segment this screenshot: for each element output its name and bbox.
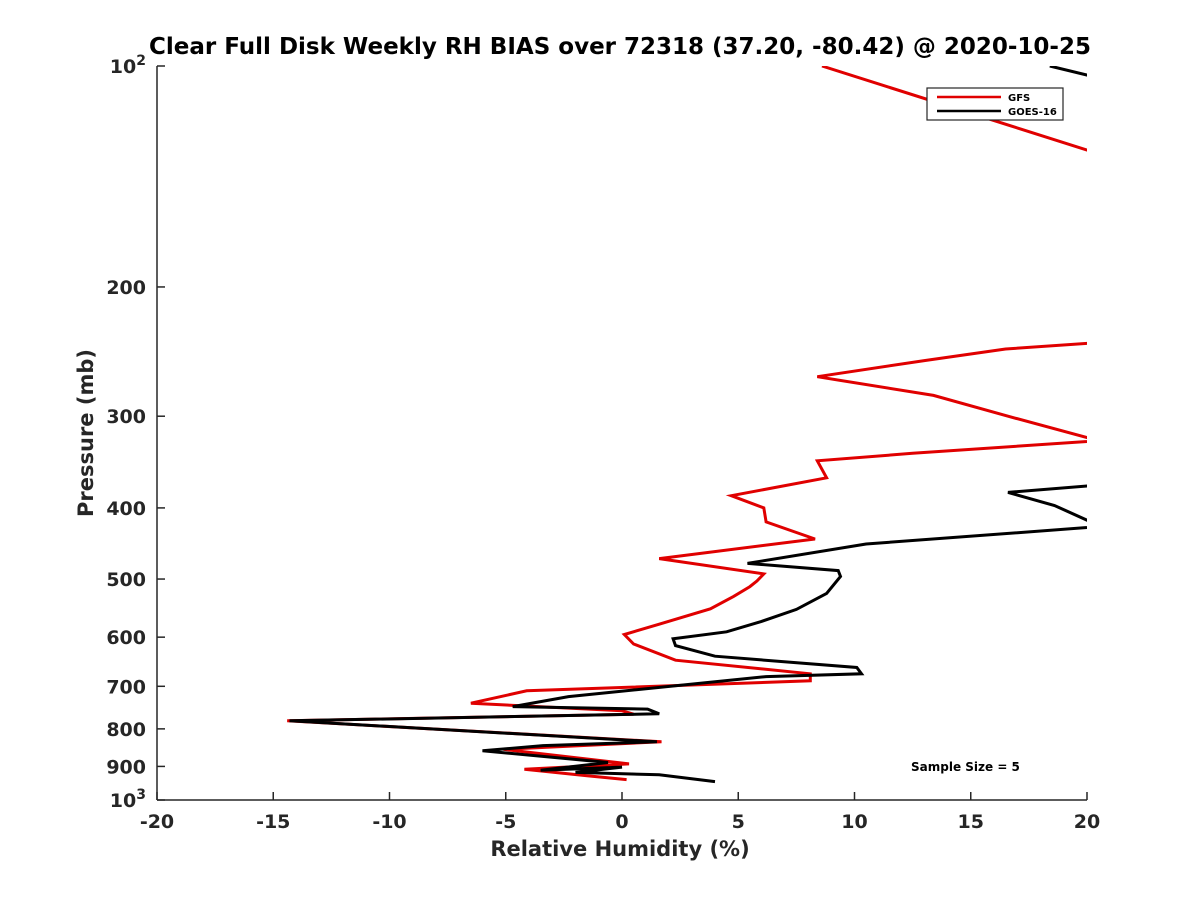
x-tick-label: 0: [615, 811, 628, 833]
x-tick-label: 10: [841, 811, 867, 833]
y-tick-label: 900: [106, 756, 146, 778]
series-line-gfs: [287, 66, 1087, 782]
y-tick-label: 800: [106, 719, 146, 741]
y-tick-label: 500: [106, 569, 146, 591]
y-tick-label: 600: [106, 627, 146, 649]
series-layer: [287, 66, 1087, 784]
x-tick-label: -10: [372, 811, 406, 833]
legend-label-gfs: GFS: [1008, 93, 1030, 104]
x-tick-label: 15: [958, 811, 984, 833]
x-tick-label: -15: [256, 811, 290, 833]
y-tick-label: 400: [106, 498, 146, 520]
x-tick-label: -20: [140, 811, 174, 833]
x-tick-label: -5: [495, 811, 516, 833]
x-ticks: -20 -15 -10 -5 0 5 10 15 20: [140, 792, 1100, 833]
series-line-goes-16: [289, 66, 1087, 784]
legend-box: [926, 87, 1064, 121]
x-axis-label: Relative Humidity (%): [490, 837, 749, 861]
y-tick-label: 300: [106, 406, 146, 428]
chart-title: Clear Full Disk Weekly RH BIAS over 7231…: [149, 34, 1091, 60]
y-tick-label: 102: [110, 53, 146, 78]
sample-size-annotation: Sample Size = 5: [911, 760, 1020, 774]
y-ticks: 102 200 300 400 500 600 700 800 900 103: [106, 53, 165, 812]
legend-label-goes-16: GOES-16: [1008, 107, 1057, 118]
x-tick-label: 20: [1074, 811, 1100, 833]
y-tick-label: 103: [110, 787, 146, 812]
y-axis-label: Pressure (mb): [74, 349, 98, 517]
y-tick-label: 200: [106, 277, 146, 299]
legend: GFS GOES-16: [926, 87, 1064, 121]
y-tick-label: 700: [106, 676, 146, 698]
x-tick-label: 5: [732, 811, 745, 833]
